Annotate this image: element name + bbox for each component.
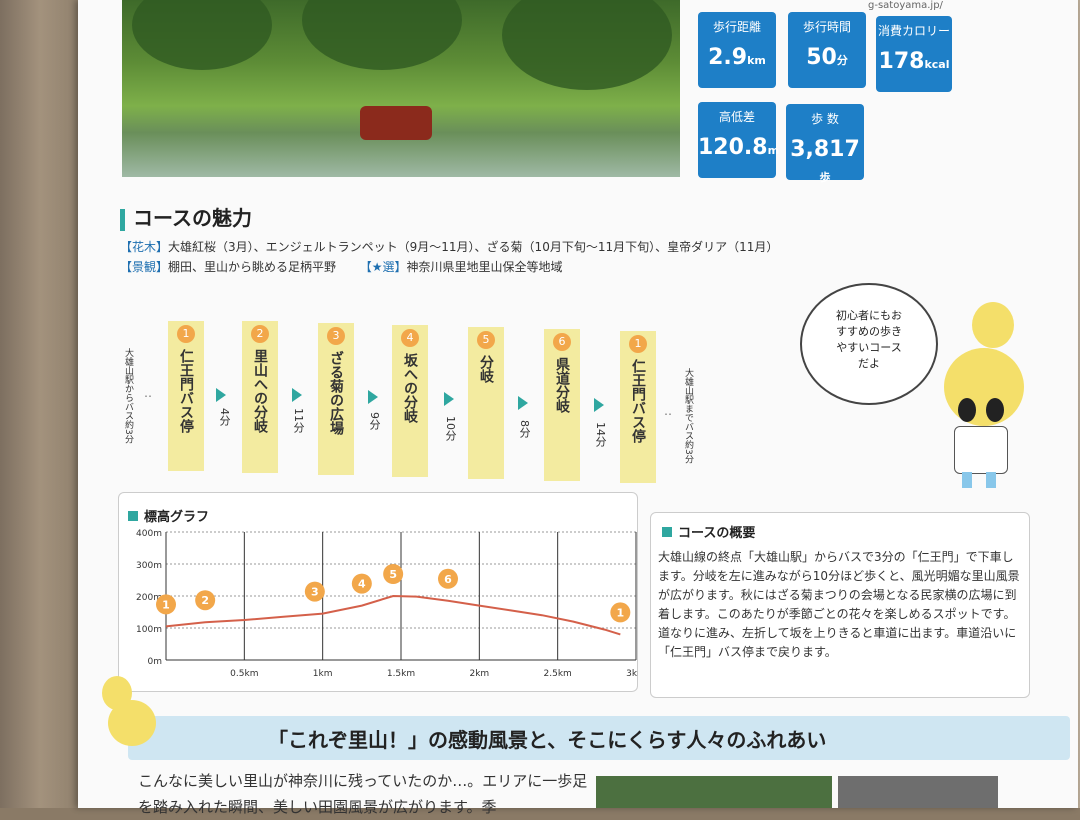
start-note: 大雄山駅からバス約3分 (123, 348, 133, 444)
x-tick-label: 1.5km (387, 669, 415, 679)
end-note: 大雄山駅までバス約3分 (683, 368, 693, 464)
dots-end: ‥ (664, 404, 673, 418)
banner-text: 「これぞ里山！」の感動風景と、そこにくらす人々のふれあい (268, 728, 827, 752)
waypoint-marker (438, 568, 458, 589)
y-tick-label: 200m (136, 593, 162, 603)
speech-bubble (800, 283, 938, 405)
step-2: 2 里山への分岐 (242, 321, 278, 473)
x-tick-label: 2km (469, 669, 489, 679)
summary-box (650, 512, 1030, 698)
minutes-4: 10分 (444, 416, 457, 441)
thumbnail-photo-1 (596, 776, 832, 808)
waypoint-marker-label: 2 (201, 594, 209, 607)
waypoint-marker (610, 602, 631, 623)
waypoint-marker-label: 1 (162, 598, 170, 611)
step-1-start: 1 仁王門バス停 (168, 321, 204, 471)
stat-distance: 歩行距離 2.9km (698, 12, 776, 88)
stat-elevation-diff: 高低差 120.8m (698, 102, 779, 178)
y-tick-label: 300m (136, 561, 162, 571)
bubble-text: 初心者にもおすすめの歩きやすいコースだよ (836, 309, 902, 370)
charm-scenery: 【景観】棚田、里山から眺める足柄平野 【★選】神奈川県里地里山保全等地域 (120, 260, 563, 274)
charm-flowers: 【花木】大雄紅桜（3月）、エンジェルトランペット（9月〜11月）、ざる菊（10月… (120, 240, 779, 254)
y-tick-label: 100m (136, 625, 162, 635)
elevation-line (165, 594, 621, 636)
step-3: 3 ざる菊の広場 (318, 323, 354, 475)
elevation-chart: 400m 300m 200m 100m 0m 0.5km 1km 1.5km 2km 2.5km 3… (136, 529, 638, 679)
body-text: こんなに美しい里山が神奈川に残っていたのか…。エリアに一歩足を踏み入れた瞬間、美… (138, 772, 588, 816)
summary-text: 大雄山線の終点「大雄山駅」からバスで3分の「仁王門」で下車します。分岐を左に進み… (658, 550, 1020, 659)
poster: g-satoyama.jp/ 歩行距離 2.9km 歩行時間 50分 消費カロリ… (78, 0, 1078, 816)
step-1-end: 1 仁王門バス停 (620, 331, 656, 483)
waypoint-marker-label: 5 (389, 568, 397, 581)
minutes-5: 8分 (518, 420, 531, 438)
rice-field-photo (122, 0, 680, 177)
stat-calories: 消費カロリー 178kcal (876, 16, 952, 92)
arrow-4 (444, 392, 454, 406)
stat-steps: 歩 数 3,817歩 (786, 104, 864, 184)
stat-time: 歩行時間 50分 (788, 12, 866, 88)
y-tick-label: 400m (136, 529, 162, 539)
graph-title: 標高グラフ (128, 506, 209, 525)
arrow-1 (216, 388, 226, 402)
waypoint-marker (156, 594, 176, 615)
waypoint-marker-label: 3 (311, 586, 319, 599)
arrow-6 (594, 398, 604, 412)
x-tick-label: 0.5km (230, 669, 258, 679)
y-tick-label: 0m (148, 657, 163, 667)
arrow-3 (368, 390, 378, 404)
summary-title: コースの概要 (662, 522, 755, 541)
tractor (360, 106, 432, 140)
waypoint-marker (351, 573, 372, 594)
x-tick-label: 3km (626, 669, 638, 679)
x-tick-label: 1km (313, 669, 333, 679)
waypoint-marker-label: 4 (358, 578, 366, 591)
minutes-6: 14分 (594, 422, 607, 447)
arrow-2 (292, 388, 302, 402)
minutes-3: 9分 (368, 412, 381, 430)
waypoint-marker-label: 6 (444, 573, 452, 586)
banner: 「これぞ里山！」の感動風景と、そこにくらす人々のふれあい (128, 716, 1070, 760)
waypoint-marker (383, 564, 404, 584)
arrow-5 (518, 396, 528, 410)
minutes-2: 11分 (292, 408, 305, 433)
step-5: 5 分岐 (468, 327, 504, 479)
url-fragment: g-satoyama.jp/ (868, 0, 943, 11)
charm-heading: コースの魅力 (120, 202, 252, 231)
x-tick-label: 2.5km (544, 669, 572, 679)
step-6: 6 県道分岐 (544, 329, 580, 481)
step-4: 4 坂への分岐 (392, 325, 428, 477)
waypoint-marker (195, 590, 216, 611)
waypoint-marker (304, 581, 325, 602)
minutes-1: 4分 (218, 408, 231, 426)
thumbnail-photo-2 (838, 776, 998, 808)
dots-start: ‥ (144, 386, 153, 400)
waypoint-marker-label: 1 (617, 606, 625, 619)
